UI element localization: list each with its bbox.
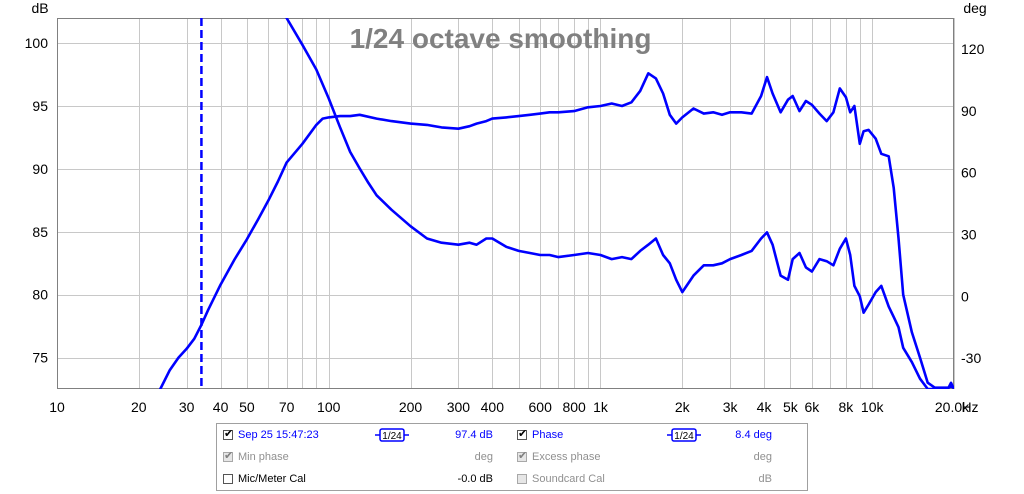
legend-checkbox[interactable]: ✔ [517,428,528,440]
y-tick-label-right: -30 [961,350,981,366]
x-tick-label: 5k [783,399,799,415]
legend-value: 8.4 deg [735,429,772,441]
legend-item-left-0: ✔ Sep 25 15:47:23 1/24 97.4 dB [223,426,493,446]
legend-value: dB [758,473,772,485]
checkmark-icon: ✔ [224,450,234,462]
phase-trace-line [285,18,954,389]
x-tick-label: 1k [593,399,609,415]
spl-trace-line [159,72,954,389]
legend-label: Mic/Meter Cal [238,473,306,485]
y-tick-label-left: 90 [32,161,48,177]
smoothing-selector[interactable]: 1/24 [667,428,701,442]
y-tick-label-right: 30 [961,226,977,242]
x-tick-label: 40 [213,399,229,415]
legend-item-right-1: ✔ Excess phase deg [517,448,787,468]
x-tick-label: 400 [481,399,505,415]
legend-label: Min phase [238,451,289,463]
legend-value: deg [753,451,772,463]
y-tick-label-right: 60 [961,165,977,181]
y-tick-label-left: 85 [32,224,48,240]
y-axis-label-left: dB [31,0,48,16]
traces [159,18,954,389]
plot-frame [57,18,954,389]
legend-value: -0.0 dB [457,473,493,485]
x-tick-label: 3k [723,399,739,415]
x-tick-label: 30 [179,399,195,415]
legend-checkbox: ✔ [517,450,528,462]
checkmark-icon: ✔ [518,428,528,440]
chart-title: 1/24 octave smoothing [350,23,652,54]
legend-value: 97.4 dB [455,429,493,441]
legend-panel: ✔ Sep 25 15:47:23 1/24 97.4 dB ✔ Phase 1/24 8.4… [216,423,808,491]
x-tick-label: 200 [399,399,423,415]
x-tick-label: 4k [757,399,773,415]
legend-checkbox [517,474,527,484]
x-tick-label: 20 [131,399,147,415]
x-tick-label: 70 [279,399,295,415]
frequency-response-chart: 1/24 octave smoothing dB deg Hz 10 20 30 40 50 70… [25,0,987,415]
x-tick-label: 2k [675,399,691,415]
x-tick-label: 6k [805,399,821,415]
y-tick-label-left: 75 [32,350,48,366]
y-tick-label-right: 0 [961,288,969,304]
y-tick-label-left: 95 [32,98,48,114]
checkmark-icon: ✔ [518,450,528,462]
legend-label: Soundcard Cal [532,473,605,485]
x-tick-label: 10 [49,399,65,415]
smoothing-label: 1/24 [382,431,402,442]
y-tick-label-right: 90 [961,103,977,119]
x-axis-label: Hz [961,399,978,415]
y-tick-label-left: 100 [25,35,49,51]
legend-value: deg [474,451,493,463]
legend-checkbox[interactable] [223,474,233,484]
x-tick-label: 20.0k [935,399,970,415]
legend-item-right-0: ✔ Phase 1/24 8.4 deg [517,426,787,446]
checkmark-icon: ✔ [224,428,234,440]
legend-checkbox[interactable]: ✔ [223,428,234,440]
legend-label: Phase [532,429,564,441]
x-tick-label: 300 [447,399,471,415]
plot-area [57,18,954,389]
y-tick-label-left: 80 [32,287,48,303]
legend-item-left-2: Mic/Meter Cal -0.0 dB [223,470,493,490]
x-tick-label: 100 [317,399,341,415]
smoothing-label: 1/24 [674,431,694,442]
x-tick-label: 50 [239,399,255,415]
x-tick-label: 10k [861,399,885,415]
smoothing-selector[interactable]: 1/24 [375,428,409,442]
legend-label: Sep 25 15:47:23 [238,429,319,441]
legend-item-right-2: Soundcard Cal dB [517,470,787,490]
x-tick-label: 8k [838,399,854,415]
grid [57,18,955,389]
x-tick-label: 800 [562,399,586,415]
y-axis-label-right: deg [963,0,986,16]
y-tick-label-right: 120 [961,41,985,57]
x-tick-label: 600 [529,399,553,415]
legend-label: Excess phase [532,451,601,463]
legend-checkbox: ✔ [223,450,234,462]
legend-item-left-1: ✔ Min phase deg [223,448,493,468]
